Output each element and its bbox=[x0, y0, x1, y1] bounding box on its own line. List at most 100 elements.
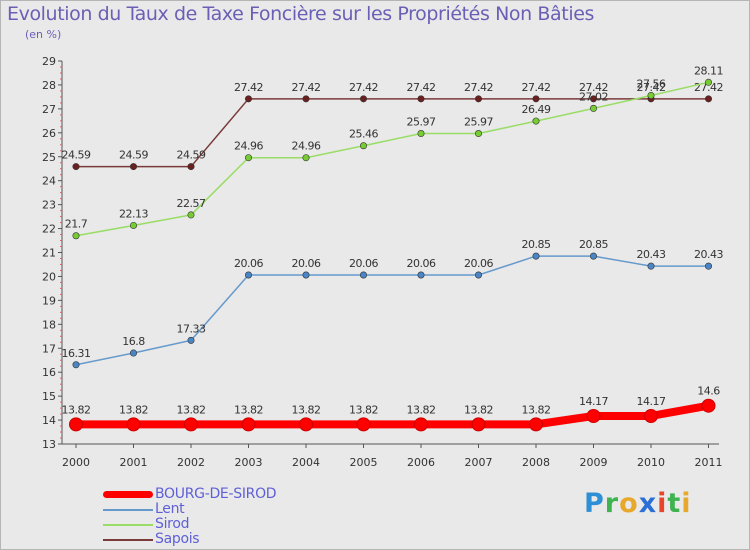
data-label: 17.33 bbox=[177, 322, 206, 335]
y-tick-label: 14 bbox=[42, 414, 56, 427]
data-point bbox=[184, 417, 198, 432]
logo-letter: r bbox=[604, 488, 620, 519]
data-label: 16.31 bbox=[62, 347, 91, 360]
data-point bbox=[245, 95, 253, 103]
data-label: 25.97 bbox=[464, 116, 493, 129]
data-point bbox=[417, 130, 425, 138]
data-point bbox=[589, 95, 597, 103]
series-line bbox=[75, 81, 710, 237]
data-point bbox=[130, 349, 138, 357]
data-point bbox=[299, 417, 313, 432]
y-tick-label: 26 bbox=[42, 127, 56, 140]
data-point bbox=[471, 417, 486, 432]
data-label: 22.13 bbox=[119, 207, 148, 220]
data-point bbox=[586, 408, 601, 423]
data-point bbox=[704, 95, 712, 103]
data-point bbox=[529, 417, 543, 432]
y-tick-label: 22 bbox=[42, 223, 56, 236]
x-tick-label: 2002 bbox=[177, 456, 205, 469]
data-point bbox=[417, 271, 425, 279]
data-label: 16.8 bbox=[122, 335, 145, 348]
data-label: 22.57 bbox=[177, 197, 206, 210]
x-tick-label: 2009 bbox=[580, 456, 608, 469]
x-tick-label: 2005 bbox=[350, 456, 378, 469]
data-point bbox=[704, 78, 712, 86]
data-label: 20.43 bbox=[694, 248, 723, 261]
data-label: 13.82 bbox=[464, 403, 493, 416]
data-point bbox=[72, 361, 80, 369]
data-point bbox=[647, 91, 655, 99]
data-label: 20.85 bbox=[579, 238, 608, 251]
legend-label-sirod: Sirod bbox=[155, 516, 190, 532]
data-label: 24.59 bbox=[177, 149, 206, 162]
data-point bbox=[359, 271, 367, 279]
data-point bbox=[532, 252, 540, 260]
data-point bbox=[359, 142, 367, 150]
data-point bbox=[302, 271, 310, 279]
legend-label-sapois: Sapois bbox=[155, 531, 200, 547]
data-label: 27.42 bbox=[522, 81, 551, 94]
data-label: 27.56 bbox=[637, 77, 666, 90]
data-label: 27.42 bbox=[407, 81, 436, 94]
data-label: 20.06 bbox=[234, 257, 263, 270]
data-label: 13.82 bbox=[119, 403, 148, 416]
x-tick-label: 2000 bbox=[62, 456, 90, 469]
data-label: 13.82 bbox=[292, 403, 321, 416]
y-tick-label: 21 bbox=[42, 247, 56, 260]
data-label: 27.42 bbox=[234, 81, 263, 94]
proxiti-logo: Proxiti bbox=[584, 488, 692, 519]
y-tick-label: 19 bbox=[42, 294, 56, 307]
data-label: 27.42 bbox=[349, 81, 378, 94]
y-tick-label: 23 bbox=[42, 199, 56, 212]
series-line bbox=[72, 401, 713, 429]
data-point bbox=[356, 417, 371, 432]
data-point bbox=[701, 398, 716, 413]
data-label: 20.43 bbox=[637, 248, 666, 261]
data-point bbox=[647, 262, 655, 270]
data-point bbox=[69, 417, 83, 432]
data-point bbox=[417, 95, 425, 103]
data-point bbox=[72, 232, 80, 240]
series-sapois: 24.59 24.59 24.59 27.42 27.42 27.42 27.42 27.42… bbox=[62, 81, 724, 171]
data-label: 24.59 bbox=[119, 149, 148, 162]
legend-label-lent: Lent bbox=[155, 501, 185, 517]
y-tick-label: 20 bbox=[42, 270, 56, 283]
legend-label-bourg-de-sirod: BOURG-DE-SIROD bbox=[155, 486, 277, 502]
legend-swatch-sirod bbox=[103, 524, 153, 526]
data-label: 24.59 bbox=[62, 149, 91, 162]
series-lent: 16.31 16.8 17.33 20.06 20.06 20.06 20.06 20.06 2… bbox=[62, 238, 724, 369]
data-label: 14.6 bbox=[697, 385, 720, 398]
data-label: 25.97 bbox=[407, 116, 436, 129]
series-line bbox=[75, 98, 710, 168]
data-label: 13.82 bbox=[407, 403, 436, 416]
data-point bbox=[302, 95, 310, 103]
data-label: 25.46 bbox=[349, 128, 378, 141]
logo-letter: x bbox=[638, 488, 658, 519]
data-label: 20.06 bbox=[349, 257, 378, 270]
data-label: 27.42 bbox=[292, 81, 321, 94]
data-point bbox=[302, 154, 310, 162]
y-tick-label: 25 bbox=[42, 151, 56, 164]
data-label: 20.06 bbox=[464, 257, 493, 270]
x-tick-label: 2001 bbox=[120, 456, 148, 469]
data-label: 27.42 bbox=[637, 81, 666, 94]
data-label: 24.96 bbox=[234, 140, 263, 153]
data-point bbox=[589, 104, 597, 112]
data-label: 13.82 bbox=[234, 403, 263, 416]
data-label: 13.82 bbox=[62, 403, 91, 416]
data-point bbox=[245, 271, 253, 279]
data-point bbox=[187, 211, 195, 219]
y-tick-label: 16 bbox=[42, 366, 56, 379]
x-tick-label: 2008 bbox=[522, 456, 550, 469]
logo-letter: P bbox=[584, 488, 605, 519]
series-layer: 24.59 24.59 24.59 27.42 27.42 27.42 27.42 27.42… bbox=[62, 64, 724, 432]
y-tick-label: 29 bbox=[42, 55, 56, 68]
y-axis-unit-label: (en %) bbox=[25, 28, 62, 41]
data-label: 13.82 bbox=[522, 403, 551, 416]
data-label: 26.49 bbox=[522, 103, 551, 116]
data-label: 27.02 bbox=[579, 90, 608, 103]
data-label: 21.7 bbox=[65, 218, 88, 231]
y-tick-label: 27 bbox=[42, 103, 56, 116]
